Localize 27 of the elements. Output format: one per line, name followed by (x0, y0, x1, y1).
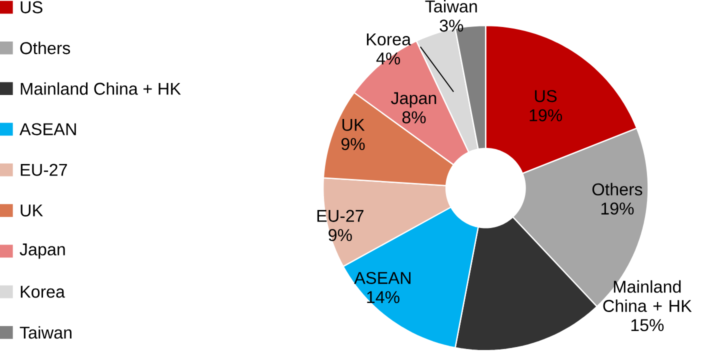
slice-label: UK (342, 118, 365, 131)
slice-label: Taiwan (425, 0, 477, 12)
data-label: 9% (328, 228, 352, 241)
data-label: 15% (631, 319, 664, 332)
slice-label: Mainland China + HK (603, 280, 692, 312)
legend-label: Mainland China + HK (20, 82, 181, 95)
slice-label: US (535, 90, 557, 102)
data-label: 9% (341, 138, 365, 150)
legend-label: Others (20, 42, 70, 54)
legend-label: UK (20, 204, 43, 216)
legend-label: ASEAN (20, 123, 76, 136)
data-label: 19% (530, 109, 562, 122)
slice-label: EU-27 (317, 210, 364, 222)
slice-label: Japan (391, 92, 436, 108)
slice-label: Others (592, 182, 642, 196)
legend-label: Japan (20, 243, 65, 259)
legend-label: EU-27 (20, 164, 67, 176)
data-label: 19% (601, 202, 634, 214)
legend-label: Taiwan (20, 326, 72, 339)
legend-label: US (20, 1, 42, 14)
data-label: 3% (440, 19, 464, 32)
data-label: 4% (376, 52, 400, 64)
legend-label: Korea (20, 286, 65, 298)
slice-label: Korea (366, 33, 412, 46)
data-label: 8% (402, 111, 426, 124)
data-label: 14% (367, 291, 400, 303)
slice-label: ASEAN (354, 272, 410, 284)
